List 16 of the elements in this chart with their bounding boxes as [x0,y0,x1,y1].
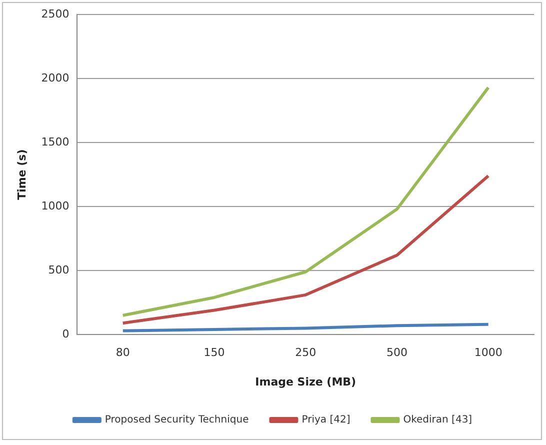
x-tick-label: 500 [386,346,408,360]
y-tick-label: 1500 [41,135,70,148]
y-tick-label: 2500 [41,7,70,20]
x-tick-label: 1000 [474,346,502,360]
x-tick-label: 150 [204,346,225,360]
legend-label: Priya [42] [302,414,350,426]
y-tick-label: 0 [62,327,70,340]
legend-label: Okediran [43] [403,414,472,426]
y-tick-label: 1000 [41,199,70,212]
x-axis-title: Image Size (MB) [255,375,356,388]
x-tick-label: 80 [116,346,130,360]
legend-label: Proposed Security Technique [104,414,249,426]
y-tick-label: 2000 [41,71,70,84]
y-tick-label: 500 [48,263,70,276]
y-axis-title: Time (s) [15,149,28,200]
x-tick-label: 250 [295,346,316,360]
